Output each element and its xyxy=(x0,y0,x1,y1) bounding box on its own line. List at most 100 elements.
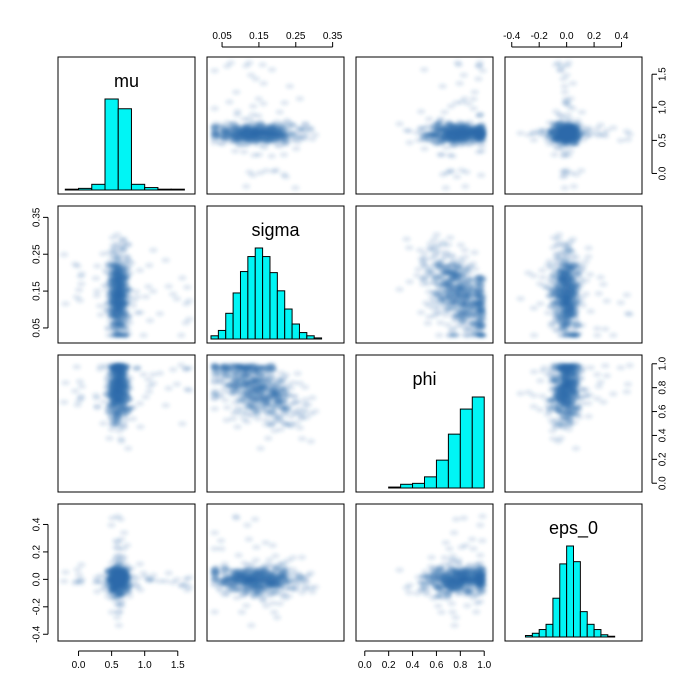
scatter-point xyxy=(91,275,101,282)
scatter-point xyxy=(73,263,82,269)
scatter-point xyxy=(92,292,101,299)
scatter-point xyxy=(558,144,567,151)
scatter-point xyxy=(474,113,484,119)
scatter-point xyxy=(561,128,571,134)
scatter-point xyxy=(106,291,115,298)
scatter-point xyxy=(593,130,602,137)
scatter-point xyxy=(111,248,121,255)
scatter-point xyxy=(246,393,255,399)
scatter-point xyxy=(622,292,632,298)
scatter-point xyxy=(275,109,284,115)
scatter-point xyxy=(566,270,575,276)
scatter-point xyxy=(585,271,595,278)
scatter-point xyxy=(599,281,608,288)
scatter-point xyxy=(584,254,593,260)
scatter-point xyxy=(564,103,574,110)
scatter-point xyxy=(435,309,445,316)
scatter-point xyxy=(210,123,219,130)
panel-phi-sigma xyxy=(206,354,345,493)
scatter-point xyxy=(251,76,261,82)
scatter-point xyxy=(294,406,303,412)
scatter-point xyxy=(594,290,603,297)
hist-bar-phi-9 xyxy=(471,396,485,489)
scatter-point xyxy=(264,435,273,442)
scatter-point xyxy=(560,89,570,95)
scatter-point xyxy=(432,133,441,139)
scatter-point xyxy=(565,247,574,254)
scatter-point xyxy=(144,376,153,383)
scatter-point xyxy=(581,258,590,265)
scatter-point xyxy=(222,417,231,423)
scatter-point xyxy=(246,72,256,78)
scatter-point xyxy=(420,66,429,73)
scatter-point xyxy=(112,309,121,315)
panel-frame xyxy=(57,354,196,493)
scatter-point xyxy=(469,96,478,102)
scatter-point xyxy=(227,390,236,396)
scatter-point xyxy=(221,137,230,143)
scatter-point xyxy=(149,247,158,253)
scatter-point xyxy=(478,67,487,74)
scatter-point xyxy=(586,308,595,315)
hist-bar-phi-5 xyxy=(424,476,437,489)
scatter-point xyxy=(260,406,270,413)
hist-bar-phi-7 xyxy=(447,433,461,489)
scatter-point xyxy=(100,398,109,405)
scatter-point xyxy=(220,397,230,403)
scatter-point xyxy=(457,313,467,320)
scatter-point xyxy=(233,424,242,430)
scatter-point xyxy=(439,134,449,140)
scatter-point xyxy=(308,136,317,142)
scatter-point xyxy=(259,100,268,107)
scatter-point xyxy=(468,126,478,132)
scatter-point xyxy=(114,416,123,422)
scatter-point xyxy=(416,309,426,316)
scatter-point xyxy=(441,185,451,191)
scatter-point xyxy=(443,128,453,134)
scatter-point xyxy=(442,144,451,151)
scatter-point xyxy=(267,153,276,159)
scatter-point xyxy=(416,108,426,115)
scatter-point xyxy=(282,132,291,138)
scatter-point xyxy=(571,445,581,452)
scatter-point xyxy=(172,381,182,387)
scatter-point xyxy=(477,148,487,154)
scatter-point xyxy=(529,403,538,410)
scatter-point xyxy=(524,270,533,276)
hist-bar-mu-3 xyxy=(104,98,119,191)
scatter-point xyxy=(121,417,131,423)
panel-frame xyxy=(57,56,196,195)
scatter-point xyxy=(240,130,249,136)
scatter-point xyxy=(547,130,557,136)
hist-bar-sigma-6 xyxy=(254,247,264,340)
scatter-point xyxy=(579,263,588,270)
hist-bar-sigma-0 xyxy=(210,335,219,340)
scatter-point xyxy=(181,320,191,326)
panel-mu-mu: mu xyxy=(57,56,196,195)
scatter-point xyxy=(593,325,602,332)
scatter-point xyxy=(557,268,567,275)
scatter-point xyxy=(259,80,268,87)
scatter-point xyxy=(233,108,242,115)
scatter-point xyxy=(178,275,187,281)
scatter-point xyxy=(447,168,457,175)
scatter-point xyxy=(561,322,571,328)
scatter-point xyxy=(553,251,562,257)
panel-frame xyxy=(206,354,345,493)
hist-bar-sigma-2 xyxy=(225,312,234,340)
scatter-point xyxy=(105,264,114,270)
hist-bar-mu-0 xyxy=(64,188,80,191)
scatter-point xyxy=(302,414,311,421)
scatter-point xyxy=(577,123,586,130)
scatter-point xyxy=(119,236,129,243)
scatter-point xyxy=(423,320,433,327)
scatter-point xyxy=(285,83,294,90)
scatter-point xyxy=(553,256,563,262)
scatter-point xyxy=(161,402,170,409)
scatter-point xyxy=(563,275,573,282)
scatter-point xyxy=(210,405,219,412)
panel-frame xyxy=(504,56,643,195)
hist-bar-phi-8 xyxy=(459,408,473,489)
scatter-point xyxy=(295,126,304,133)
scatter-point xyxy=(61,300,70,307)
